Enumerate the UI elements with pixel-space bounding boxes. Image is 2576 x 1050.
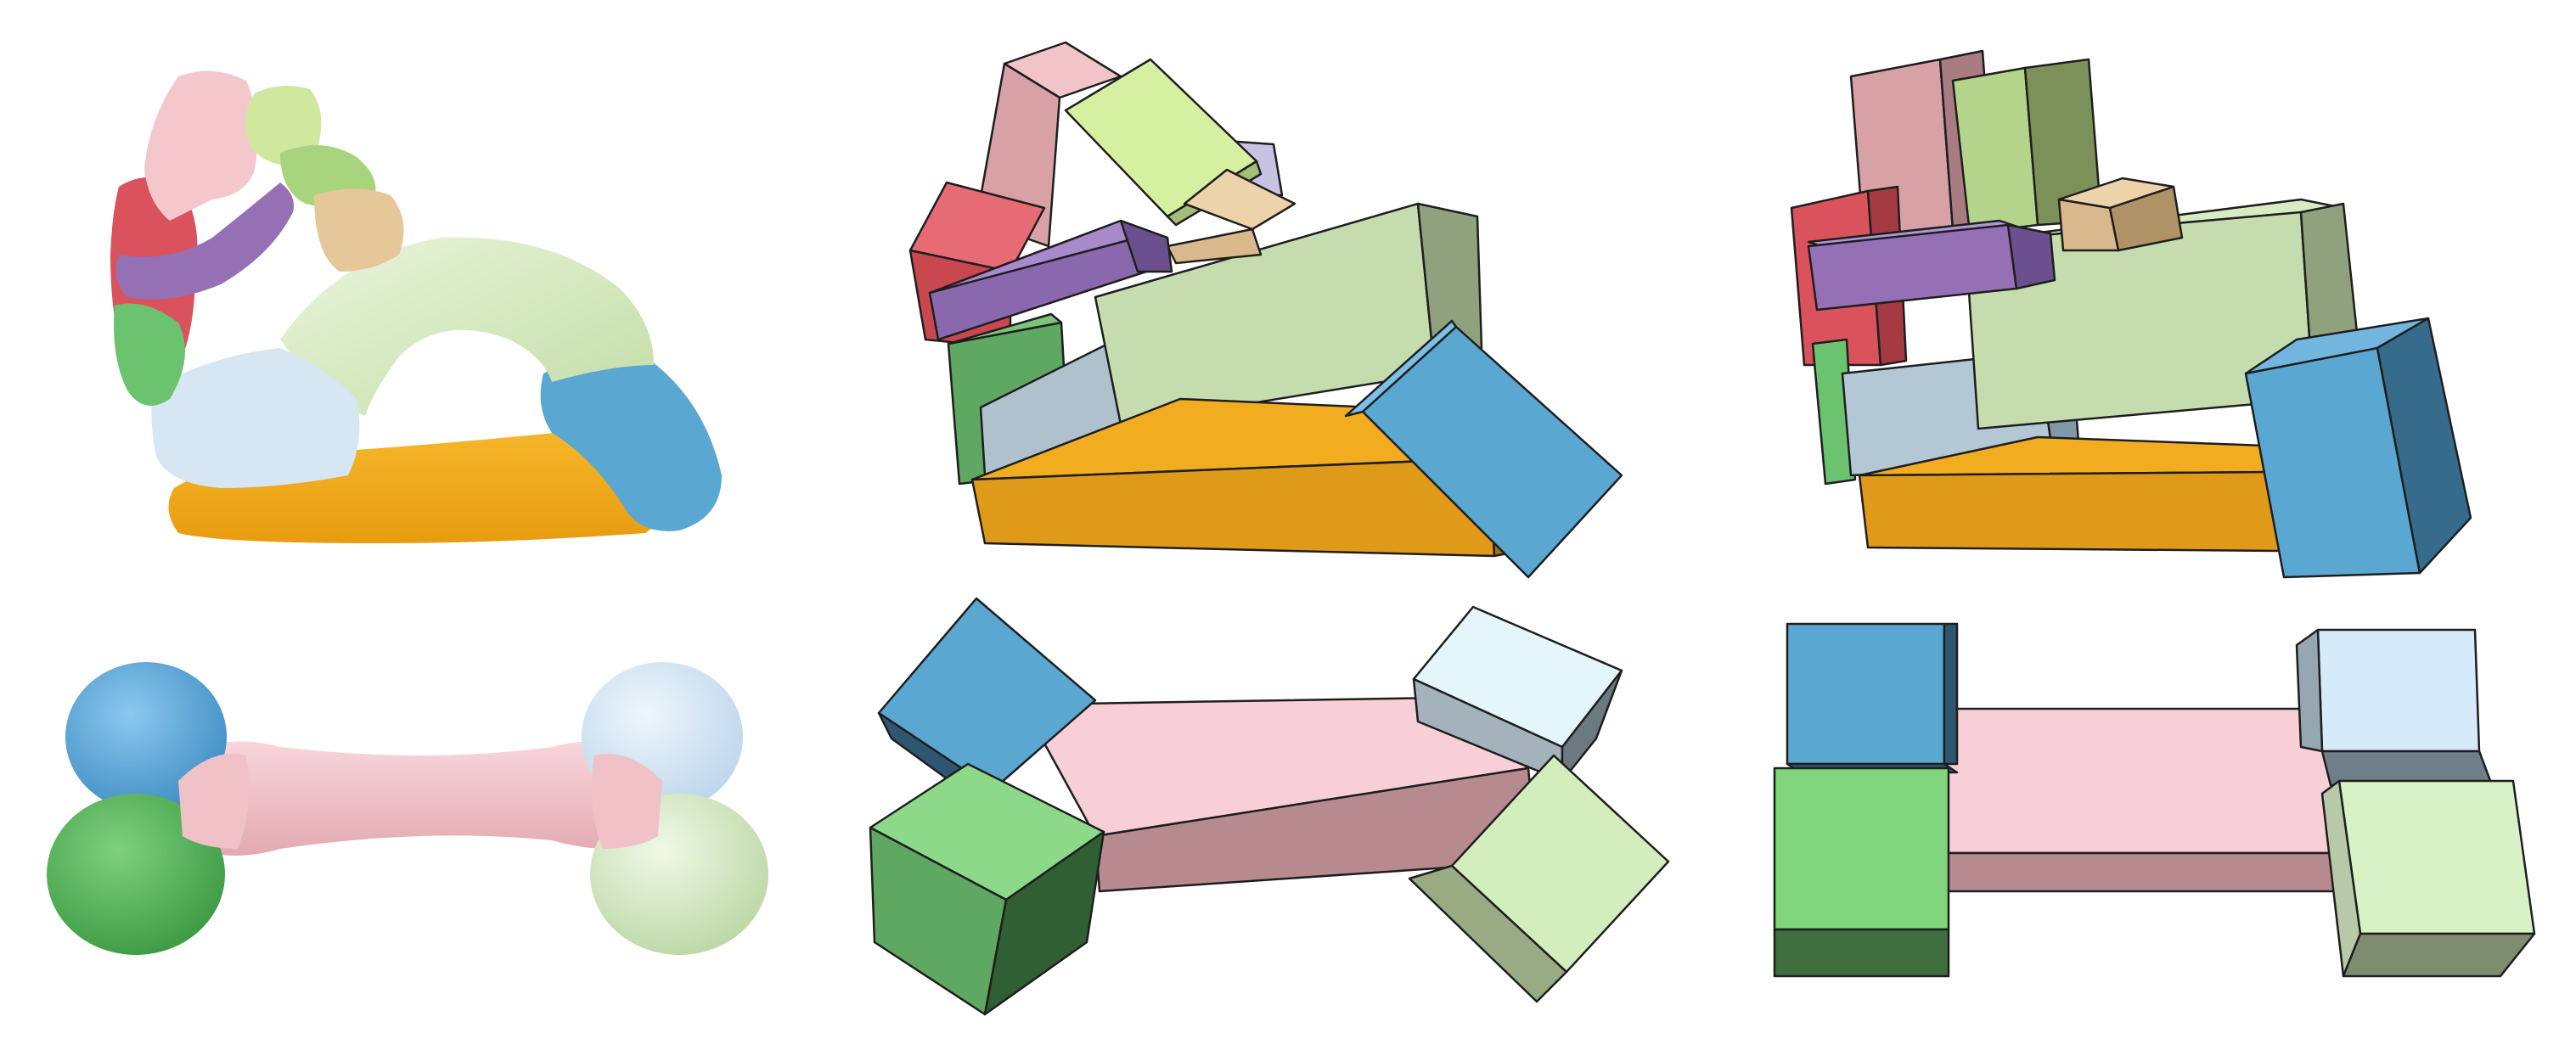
bone-mesh bbox=[47, 662, 768, 955]
mesh-segment-child-arm bbox=[314, 189, 404, 272]
box-blue-front bbox=[1787, 624, 1944, 764]
mesh-segment-head bbox=[144, 71, 257, 221]
teddy-mesh bbox=[110, 71, 722, 543]
box-purple-side bbox=[2008, 225, 2055, 289]
box-green-bottom bbox=[1775, 929, 1949, 976]
box-pale-front bbox=[2339, 781, 2534, 934]
box-pink-top bbox=[1944, 709, 2348, 853]
box-green-front bbox=[1775, 768, 1949, 929]
teddy-boxes-unaligned bbox=[910, 42, 1622, 577]
bone-boxes-aligned bbox=[1775, 624, 2534, 976]
box-sky-front bbox=[2318, 630, 2479, 751]
bone-boxes-unaligned bbox=[870, 598, 1668, 1014]
teddy-boxes-aligned bbox=[1791, 51, 2471, 577]
box-pink-front bbox=[1944, 853, 2348, 891]
box-pale-bottom bbox=[2343, 934, 2534, 976]
box-blue-side bbox=[1944, 624, 1957, 764]
box-sky-side bbox=[2297, 630, 2322, 751]
